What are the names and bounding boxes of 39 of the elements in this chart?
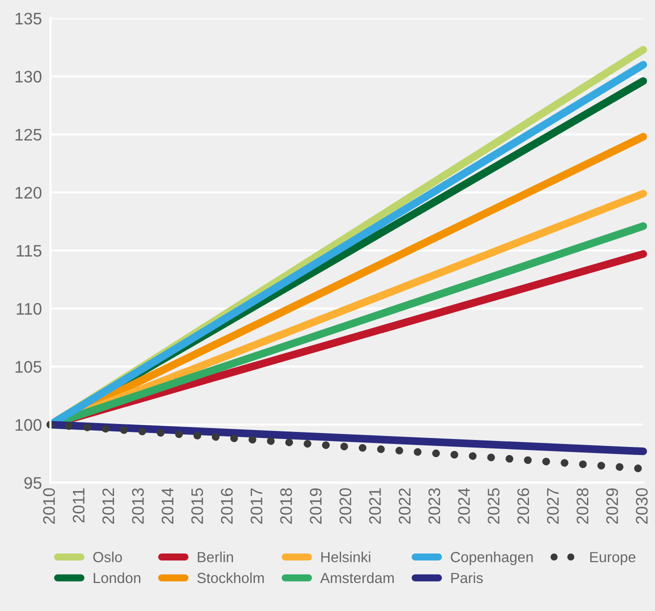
x-tick-label: 2025 <box>488 488 500 524</box>
x-tick-label: 2010 <box>43 488 55 524</box>
x-tick-label: 2012 <box>102 488 114 524</box>
x-tick-label: 2024 <box>458 488 470 524</box>
x-tick-label: 2014 <box>162 488 174 524</box>
x-tick-label: 2011 <box>72 488 85 523</box>
legend-label: Helsinki <box>321 552 370 562</box>
legend-label: Europe <box>590 552 636 566</box>
x-tick-label: 2028 <box>576 488 588 524</box>
x-tick-label: 2018 <box>280 488 292 524</box>
legend-label: Oslo <box>93 552 122 562</box>
legend-label: London <box>94 572 140 584</box>
y-tick-label: 130 <box>16 70 42 83</box>
x-tick-label: 2015 <box>191 488 204 524</box>
y-tick-label: 120 <box>16 186 42 199</box>
y-tick-label: 115 <box>16 245 42 257</box>
x-tick-label: 2020 <box>339 488 352 524</box>
legend-label: Berlin <box>198 552 233 562</box>
x-tick-label: 2016 <box>220 488 233 524</box>
x-tick-label: 2013 <box>132 488 144 524</box>
legend-label: Stockholm <box>197 572 264 584</box>
y-tick-label: 105 <box>16 361 42 373</box>
legend-label: Amsterdam <box>320 572 394 584</box>
y-tick-label: 135 <box>16 12 42 25</box>
x-tick-label: 2021 <box>369 488 381 524</box>
x-tick-label: 2017 <box>250 488 262 524</box>
y-tick-label: 100 <box>16 419 42 431</box>
y-tick-label: 125 <box>16 128 42 141</box>
x-tick-label: 2026 <box>517 488 530 524</box>
y-tick-label: 95 <box>24 477 42 489</box>
x-tick-label: 2029 <box>606 488 618 524</box>
y-tick-label: 110 <box>16 302 42 315</box>
legend-label: Copenhagen <box>450 552 533 566</box>
x-tick-label: 2030 <box>636 488 648 524</box>
legend-label: Paris <box>451 572 483 584</box>
x-tick-label: 2019 <box>310 488 322 524</box>
x-tick-label: 2027 <box>546 488 559 524</box>
x-tick-label: 2022 <box>398 488 411 524</box>
x-tick-label: 2023 <box>428 488 440 524</box>
